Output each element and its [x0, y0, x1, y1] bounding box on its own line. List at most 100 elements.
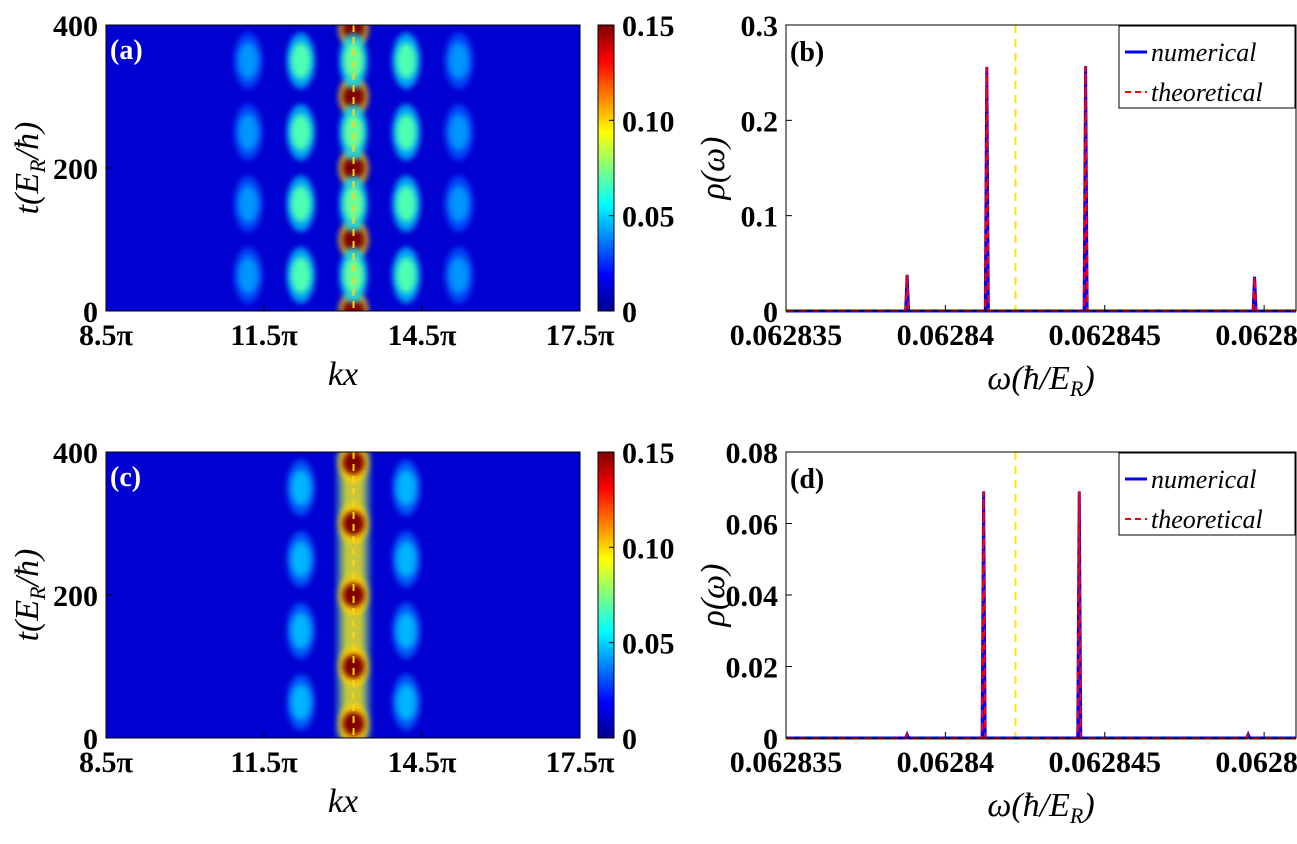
- legend-label-theoretical: theoretical: [1151, 78, 1263, 107]
- x-tick-label: 0.062835: [730, 746, 843, 779]
- colorbar: [597, 24, 615, 312]
- colorbar-tick-label: 0: [622, 296, 637, 329]
- panel-b: 0.062835 0.06284 0.062845 0.06285 0 0.1 0.2 0.3…: [695, 10, 1297, 401]
- x-axis-label: ω(ħ/ER): [987, 360, 1094, 401]
- x-tick-label: 0.06284: [897, 746, 995, 779]
- y-axis-label: ρ(ω): [695, 137, 732, 201]
- y-tick-label: 0.06: [726, 509, 779, 542]
- legend-label-theoretical: theoretical: [1151, 505, 1263, 534]
- heatmap-blob: [238, 42, 259, 79]
- plot-frame: [785, 24, 1297, 312]
- y-tick-label: 400: [53, 10, 98, 43]
- heatmap-blob: [448, 257, 469, 294]
- y-tick-label: 0: [83, 296, 98, 329]
- heatmap-blob: [238, 185, 259, 222]
- panel-label: (d): [790, 464, 824, 495]
- y-tick-label: 0.3: [741, 10, 779, 43]
- heatmap-blob-core: [349, 717, 358, 730]
- y-axis-label: t(ER/ħ): [9, 549, 50, 642]
- x-tick-label: 14.5π: [388, 319, 458, 352]
- x-tick-label: 0.062845: [1049, 746, 1162, 779]
- heatmap-blob: [448, 185, 469, 222]
- x-tick-label: 8.5π: [79, 319, 134, 352]
- heatmap-blob: [290, 612, 311, 649]
- heatmap-field: [234, 25, 473, 311]
- x-axis-label: kx: [328, 783, 358, 820]
- heatmap-blob: [343, 114, 364, 151]
- y-tick-label: 0: [83, 723, 98, 756]
- legend: numerical theoretical: [1118, 25, 1296, 109]
- heatmap-blob-core: [349, 305, 358, 311]
- heatmap-blob-core: [349, 233, 358, 246]
- heatmap-blob-core: [349, 589, 358, 601]
- x-tick-label: 0.062845: [1049, 319, 1162, 352]
- heatmap-blob: [396, 684, 417, 721]
- panel-label: (c): [110, 462, 141, 493]
- panel-label: (b): [790, 37, 824, 68]
- heatmap-blob: [343, 42, 364, 79]
- x-tick-label: 0.06285: [1215, 319, 1297, 352]
- heatmap-blob: [396, 114, 417, 151]
- colorbar-tick-label: 0.05: [622, 201, 675, 234]
- colorbar-tick-label: 0.10: [622, 105, 675, 138]
- panel-d: 0.062835 0.06284 0.062845 0.06285 0 0.02 0.04 0…: [695, 437, 1297, 828]
- heatmap-blob: [396, 541, 417, 578]
- y-tick-label: 0.2: [741, 105, 779, 138]
- x-tick-label: 17.5π: [546, 746, 616, 779]
- colorbar-tick-label: 0.15: [622, 10, 675, 43]
- colorbar-tick-label: 0.10: [622, 532, 675, 565]
- heatmap-blob: [343, 257, 364, 294]
- y-tick-label: 400: [53, 437, 98, 470]
- heatmap-field: [286, 452, 421, 738]
- y-axis-label: t(ER/ħ): [9, 122, 50, 215]
- colorbar: [597, 451, 615, 739]
- heatmap-blob-core: [349, 162, 358, 174]
- heatmap-blob: [343, 185, 364, 222]
- heatmap-blob-core: [349, 456, 358, 469]
- legend-box: [1118, 452, 1296, 536]
- y-tick-label: 0: [763, 296, 778, 329]
- y-tick-label: 0.02: [726, 652, 779, 685]
- legend-box: [1118, 25, 1296, 109]
- heatmap-blob: [396, 42, 417, 79]
- heatmap-blob: [290, 541, 311, 578]
- x-tick-label: 8.5π: [79, 746, 134, 779]
- heatmap-blob: [448, 42, 469, 79]
- heatmap-blob: [290, 185, 311, 222]
- series-theoretical: [786, 65, 1296, 312]
- panel-label: (a): [110, 35, 143, 66]
- series-theoretical: [786, 491, 1296, 739]
- x-tick-label: 0.06284: [897, 319, 995, 352]
- x-axis-label: kx: [328, 356, 358, 393]
- legend: numerical theoretical: [1118, 452, 1296, 536]
- y-tick-label: 0.08: [726, 437, 779, 470]
- colorbar-tick-label: 0: [622, 723, 637, 756]
- heatmap-blob: [290, 684, 311, 721]
- y-tick-label: 200: [53, 153, 98, 186]
- x-tick-label: 14.5π: [388, 746, 458, 779]
- y-axis-label: ρ(ω): [695, 564, 732, 628]
- x-tick-label: 0.062835: [730, 319, 843, 352]
- heatmap-blob: [396, 469, 417, 506]
- heatmap-blob-core: [349, 90, 358, 103]
- x-axis-label: ω(ħ/ER): [987, 787, 1094, 828]
- heatmap-blob: [290, 42, 311, 79]
- y-tick-label: 0.04: [726, 580, 779, 613]
- heatmap-blob: [238, 114, 259, 151]
- y-tick-label: 0.1: [741, 201, 779, 234]
- panel-a: 8.5π 11.5π 14.5π 17.5π0200400(a)kxt(ER/ħ)00…: [9, 10, 675, 393]
- colorbar-tick-label: 0.05: [622, 628, 675, 661]
- y-tick-label: 200: [53, 580, 98, 613]
- heatmap-blob-core: [349, 517, 358, 530]
- heatmap-blob: [396, 257, 417, 294]
- x-tick-label: 11.5π: [230, 746, 298, 779]
- legend-label-numerical: numerical: [1151, 38, 1256, 67]
- x-tick-label: 0.06285: [1215, 746, 1297, 779]
- heatmap-blob: [448, 114, 469, 151]
- heatmap-blob: [290, 114, 311, 151]
- x-tick-label: 17.5π: [546, 319, 616, 352]
- heatmap-blob: [290, 257, 311, 294]
- heatmap-blob: [238, 257, 259, 294]
- panel-c: 8.5π 11.5π 14.5π 17.5π0200400(c)kxt(ER/ħ)00…: [9, 437, 675, 820]
